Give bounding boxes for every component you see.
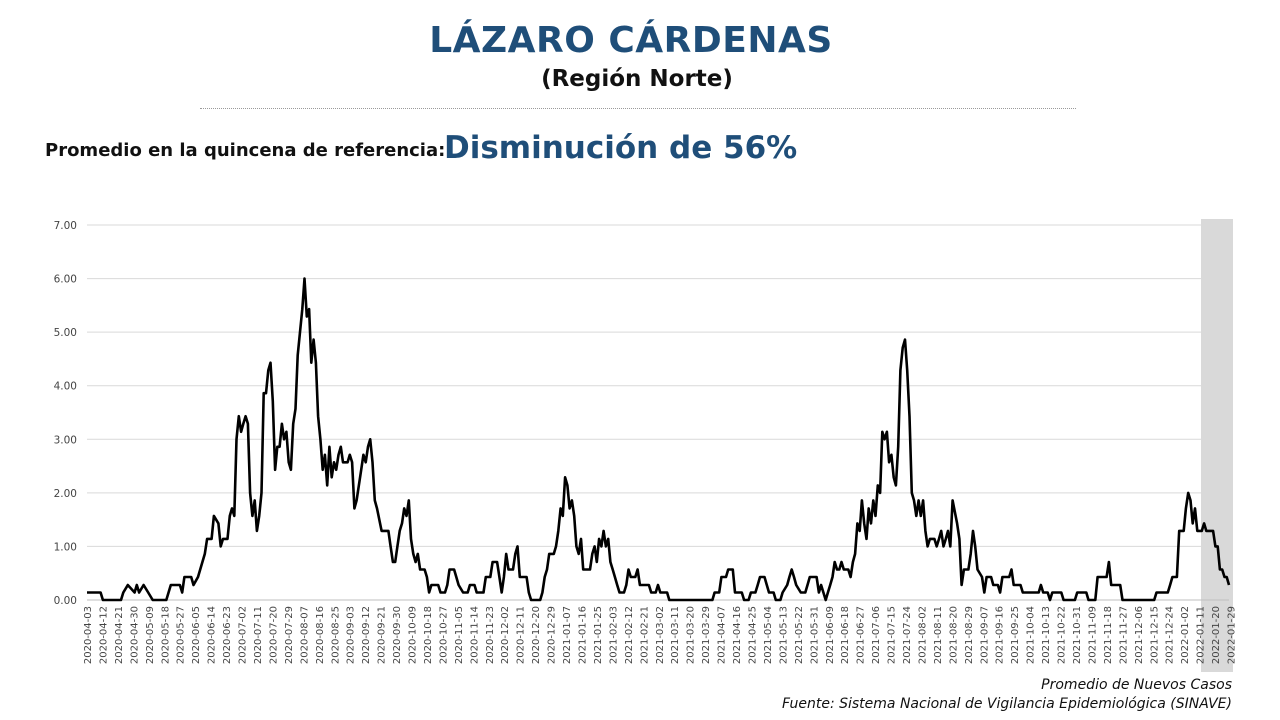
x-tick-label: 2021-06-18 <box>840 606 851 664</box>
x-tick-label: 2021-04-07 <box>717 606 728 664</box>
x-tick-label: 2020-08-16 <box>315 606 326 664</box>
x-tick-label: 2020-12-02 <box>500 606 511 664</box>
x-tick-label: 2020-07-20 <box>268 606 279 664</box>
x-tick-label: 2021-01-16 <box>578 606 589 664</box>
x-tick-label: 2020-08-25 <box>330 606 341 664</box>
x-tick-label: 2021-03-02 <box>655 606 666 664</box>
x-tick-label: 2020-09-21 <box>377 606 388 664</box>
x-tick-label: 2020-12-29 <box>547 606 558 664</box>
x-tick-label: 2021-01-25 <box>593 606 604 664</box>
x-tick-label: 2022-01-11 <box>1196 606 1207 664</box>
x-axis: 2020-04-03 2020-04-12 2020-04-21 2020-04-30… <box>83 606 1238 664</box>
shaded-region <box>1201 219 1233 672</box>
x-tick-label: 2020-12-11 <box>516 606 527 664</box>
source-note: Fuente: Sistema Nacional de Vigilancia E… <box>782 696 1232 712</box>
x-tick-label: 2020-09-30 <box>392 606 403 664</box>
x-tick-label: 2021-09-25 <box>1010 606 1021 664</box>
x-tick-label: 2021-11-09 <box>1087 606 1098 664</box>
y-axis: 0.00 1.00 2.00 3.00 4.00 5.00 6.00 7.00 <box>54 220 77 607</box>
x-tick-label: 2021-11-27 <box>1118 606 1129 664</box>
y-tick-label: 3.00 <box>54 434 77 446</box>
y-tick-label: 7.00 <box>54 220 77 232</box>
x-tick-label: 2021-03-20 <box>686 606 697 664</box>
x-tick-label: 2020-04-30 <box>129 606 140 664</box>
reference-label: Promedio en la quincena de referencia: <box>45 140 446 161</box>
x-tick-label: 2021-11-18 <box>1103 606 1114 664</box>
x-tick-label: 2021-04-16 <box>732 606 743 664</box>
x-tick-label: 2021-10-04 <box>1026 606 1037 664</box>
x-tick-label: 2022-01-02 <box>1180 606 1191 664</box>
x-tick-label: 2021-05-13 <box>778 606 789 664</box>
x-tick-label: 2021-09-16 <box>995 606 1006 664</box>
reference-value: Disminución de 56% <box>444 130 798 166</box>
line-chart: 0.00 1.00 2.00 3.00 4.00 5.00 6.00 7.00 2020-04… <box>54 219 1238 672</box>
x-tick-label: 2020-10-27 <box>438 606 449 664</box>
x-tick-label: 2021-03-29 <box>701 606 712 664</box>
page-subtitle: (Región Norte) <box>541 66 733 92</box>
x-tick-label: 2021-05-22 <box>794 606 805 664</box>
divider <box>200 108 1076 109</box>
y-tick-label: 4.00 <box>54 381 77 393</box>
x-tick-label: 2021-07-15 <box>887 606 898 664</box>
x-tick-label: 2020-10-09 <box>408 606 419 664</box>
x-tick-label: 2021-08-20 <box>948 606 959 664</box>
y-tick-label: 1.00 <box>54 541 77 553</box>
x-tick-label: 2021-08-02 <box>917 606 928 664</box>
x-tick-label: 2020-06-14 <box>207 606 218 664</box>
x-tick-label: 2020-07-29 <box>284 606 295 664</box>
x-tick-label: 2022-01-20 <box>1211 606 1222 664</box>
x-tick-label: 2021-12-15 <box>1149 606 1160 664</box>
x-tick-label: 2020-07-11 <box>253 606 264 664</box>
x-tick-label: 2020-04-03 <box>83 606 94 664</box>
x-tick-label: 2022-01-29 <box>1227 606 1238 664</box>
y-tick-label: 0.00 <box>54 595 77 607</box>
x-tick-label: 2020-11-05 <box>454 606 465 664</box>
x-tick-label: 2021-09-07 <box>979 606 990 664</box>
x-tick-label: 2021-12-24 <box>1165 606 1176 664</box>
x-tick-label: 2021-07-24 <box>902 606 913 664</box>
page-title: LÁZARO CÁRDENAS <box>429 20 833 61</box>
x-tick-label: 2021-05-31 <box>809 606 820 664</box>
x-tick-label: 2020-04-12 <box>98 606 109 664</box>
x-tick-label: 2020-06-23 <box>222 606 233 664</box>
x-tick-label: 2020-08-07 <box>299 606 310 664</box>
x-tick-label: 2020-12-20 <box>531 606 542 664</box>
x-tick-label: 2021-10-31 <box>1072 606 1083 664</box>
x-tick-label: 2020-05-27 <box>176 606 187 664</box>
x-tick-label: 2020-10-18 <box>423 606 434 664</box>
x-tick-label: 2020-05-09 <box>145 606 156 664</box>
x-tick-label: 2021-10-22 <box>1057 606 1068 664</box>
x-tick-label: 2021-06-09 <box>825 606 836 664</box>
x-tick-label: 2020-06-05 <box>191 606 202 664</box>
y-tick-label: 6.00 <box>54 274 77 286</box>
x-tick-label: 2020-11-14 <box>469 606 480 664</box>
x-tick-label: 2021-02-03 <box>608 606 619 664</box>
x-tick-label: 2021-07-06 <box>871 606 882 664</box>
x-tick-label: 2021-02-12 <box>624 606 635 664</box>
grid-lines <box>87 224 1229 601</box>
x-tick-label: 2021-01-07 <box>562 606 573 664</box>
x-tick-label: 2021-02-21 <box>639 606 650 664</box>
x-tick-label: 2020-09-03 <box>346 606 357 664</box>
series-line <box>87 277 1231 602</box>
x-tick-label: 2020-09-12 <box>361 606 372 664</box>
x-tick-label: 2021-10-13 <box>1041 606 1052 664</box>
x-tick-label: 2020-07-02 <box>238 606 249 664</box>
chart-legend-text: Promedio de Nuevos Casos <box>1041 677 1232 693</box>
y-tick-label: 2.00 <box>54 488 77 500</box>
x-tick-label: 2020-05-18 <box>160 606 171 664</box>
x-tick-label: 2021-08-11 <box>933 606 944 664</box>
x-tick-label: 2021-06-27 <box>856 606 867 664</box>
x-tick-label: 2021-03-11 <box>670 606 681 664</box>
x-tick-label: 2020-04-21 <box>114 606 125 664</box>
x-tick-label: 2020-11-23 <box>485 606 496 664</box>
x-tick-label: 2021-05-04 <box>763 606 774 664</box>
y-tick-label: 5.00 <box>54 327 77 339</box>
x-tick-label: 2021-04-25 <box>747 606 758 664</box>
x-tick-label: 2021-12-06 <box>1134 606 1145 664</box>
x-tick-label: 2021-08-29 <box>964 606 975 664</box>
